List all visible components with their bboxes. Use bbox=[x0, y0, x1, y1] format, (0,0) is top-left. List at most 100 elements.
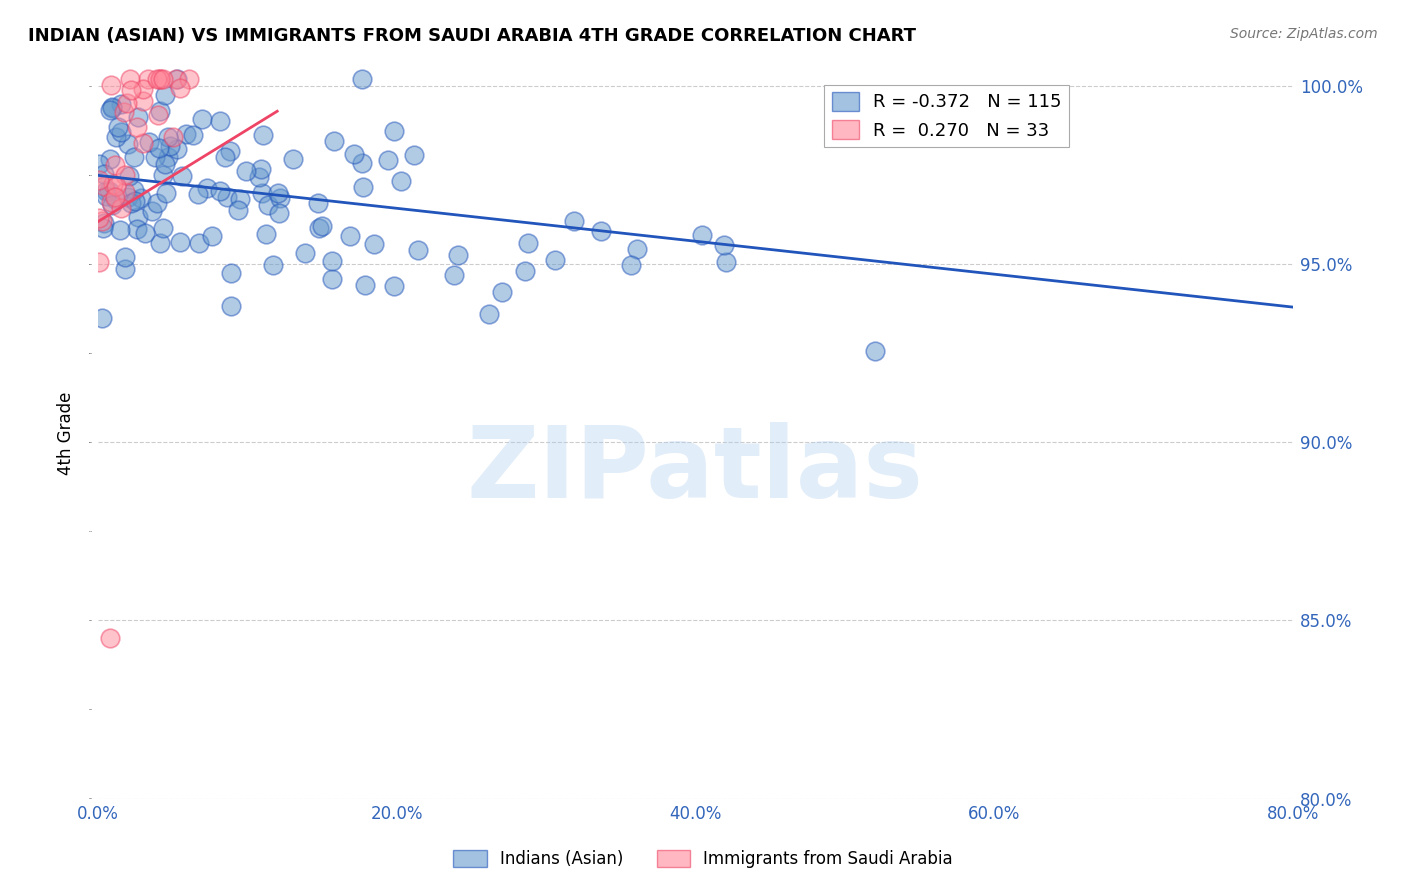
Indians (Asian) bbox=[100, 100, 122, 114]
Indians (Asian) bbox=[188, 235, 211, 250]
Indians (Asian) bbox=[127, 211, 149, 225]
Indians (Asian) bbox=[229, 192, 252, 206]
Immigrants from Saudi Arabia bbox=[90, 214, 112, 228]
Indians (Asian) bbox=[146, 195, 169, 210]
Indians (Asian) bbox=[181, 128, 204, 143]
Indians (Asian) bbox=[187, 186, 209, 201]
Indians (Asian) bbox=[93, 167, 115, 181]
Text: Source: ZipAtlas.com: Source: ZipAtlas.com bbox=[1230, 27, 1378, 41]
Indians (Asian) bbox=[138, 136, 160, 150]
Indians (Asian) bbox=[252, 128, 274, 142]
Indians (Asian) bbox=[404, 148, 426, 162]
Indians (Asian) bbox=[110, 97, 132, 112]
Indians (Asian) bbox=[544, 253, 567, 268]
Immigrants from Saudi Arabia bbox=[104, 190, 127, 204]
Indians (Asian) bbox=[308, 220, 330, 235]
Indians (Asian) bbox=[311, 219, 333, 233]
Indians (Asian) bbox=[443, 268, 465, 282]
Indians (Asian) bbox=[117, 137, 139, 152]
Indians (Asian) bbox=[149, 103, 172, 118]
Indians (Asian) bbox=[321, 272, 343, 286]
Indians (Asian) bbox=[690, 228, 713, 243]
Immigrants from Saudi Arabia bbox=[149, 72, 172, 87]
Immigrants from Saudi Arabia bbox=[110, 201, 132, 215]
Immigrants from Saudi Arabia bbox=[127, 120, 149, 135]
Immigrants from Saudi Arabia bbox=[114, 185, 136, 199]
Immigrants from Saudi Arabia bbox=[146, 72, 169, 87]
Indians (Asian) bbox=[114, 262, 136, 277]
Immigrants from Saudi Arabia bbox=[131, 136, 153, 150]
Indians (Asian) bbox=[250, 186, 273, 201]
Indians (Asian) bbox=[97, 184, 120, 198]
Indians (Asian) bbox=[195, 181, 218, 195]
Indians (Asian) bbox=[141, 203, 163, 218]
Immigrants from Saudi Arabia bbox=[114, 169, 136, 183]
Indians (Asian) bbox=[98, 152, 121, 166]
Indians (Asian) bbox=[174, 128, 197, 142]
Immigrants from Saudi Arabia bbox=[103, 177, 125, 191]
Indians (Asian) bbox=[201, 228, 224, 243]
Indians (Asian) bbox=[208, 184, 231, 198]
Indians (Asian) bbox=[124, 194, 146, 208]
Indians (Asian) bbox=[219, 299, 242, 313]
Indians (Asian) bbox=[149, 235, 172, 250]
Indians (Asian) bbox=[478, 307, 501, 321]
Immigrants from Saudi Arabia bbox=[165, 72, 187, 87]
Immigrants from Saudi Arabia bbox=[93, 179, 115, 194]
Immigrants from Saudi Arabia bbox=[120, 83, 142, 97]
Indians (Asian) bbox=[267, 186, 290, 200]
Indians (Asian) bbox=[157, 129, 180, 144]
Immigrants from Saudi Arabia bbox=[98, 632, 121, 646]
Indians (Asian) bbox=[714, 254, 737, 268]
Indians (Asian) bbox=[254, 227, 277, 241]
Indians (Asian) bbox=[118, 169, 141, 183]
Indians (Asian) bbox=[250, 162, 273, 177]
Indians (Asian) bbox=[262, 258, 284, 272]
Immigrants from Saudi Arabia bbox=[179, 72, 201, 87]
Indians (Asian) bbox=[103, 192, 125, 206]
Indians (Asian) bbox=[321, 253, 343, 268]
Indians (Asian) bbox=[170, 169, 193, 183]
Indians (Asian) bbox=[108, 223, 131, 237]
Indians (Asian) bbox=[323, 135, 346, 149]
Indians (Asian) bbox=[117, 190, 139, 204]
Immigrants from Saudi Arabia bbox=[132, 82, 155, 96]
Indians (Asian) bbox=[157, 150, 180, 164]
Indians (Asian) bbox=[169, 235, 191, 249]
Indians (Asian) bbox=[352, 72, 374, 87]
Indians (Asian) bbox=[152, 220, 174, 235]
Indians (Asian) bbox=[129, 191, 152, 205]
Indians (Asian) bbox=[626, 242, 648, 256]
Immigrants from Saudi Arabia bbox=[100, 78, 122, 92]
Indians (Asian) bbox=[281, 152, 304, 166]
Indians (Asian) bbox=[166, 72, 188, 87]
Indians (Asian) bbox=[96, 188, 118, 202]
Indians (Asian) bbox=[134, 226, 156, 240]
Indians (Asian) bbox=[148, 141, 170, 155]
Text: INDIAN (ASIAN) VS IMMIGRANTS FROM SAUDI ARABIA 4TH GRADE CORRELATION CHART: INDIAN (ASIAN) VS IMMIGRANTS FROM SAUDI … bbox=[28, 27, 917, 45]
Indians (Asian) bbox=[107, 120, 129, 134]
Indians (Asian) bbox=[153, 157, 176, 171]
Indians (Asian) bbox=[447, 248, 470, 262]
Indians (Asian) bbox=[406, 243, 429, 257]
Indians (Asian) bbox=[513, 264, 536, 278]
Immigrants from Saudi Arabia bbox=[103, 158, 125, 172]
Indians (Asian) bbox=[247, 169, 270, 184]
Text: ZIPatlas: ZIPatlas bbox=[467, 422, 924, 518]
Indians (Asian) bbox=[105, 130, 128, 145]
Indians (Asian) bbox=[620, 258, 643, 272]
Indians (Asian) bbox=[101, 198, 124, 212]
Legend: R = -0.372   N = 115, R =  0.270   N = 33: R = -0.372 N = 115, R = 0.270 N = 33 bbox=[824, 85, 1069, 147]
Indians (Asian) bbox=[363, 237, 385, 252]
Indians (Asian) bbox=[863, 344, 886, 359]
Immigrants from Saudi Arabia bbox=[162, 130, 184, 145]
Immigrants from Saudi Arabia bbox=[89, 173, 111, 187]
Indians (Asian) bbox=[143, 150, 166, 164]
Immigrants from Saudi Arabia bbox=[100, 195, 122, 210]
Indians (Asian) bbox=[219, 266, 242, 280]
Indians (Asian) bbox=[218, 144, 240, 158]
Indians (Asian) bbox=[91, 220, 114, 235]
Immigrants from Saudi Arabia bbox=[120, 72, 142, 87]
Indians (Asian) bbox=[125, 222, 148, 236]
Legend: Indians (Asian), Immigrants from Saudi Arabia: Indians (Asian), Immigrants from Saudi A… bbox=[447, 843, 959, 875]
